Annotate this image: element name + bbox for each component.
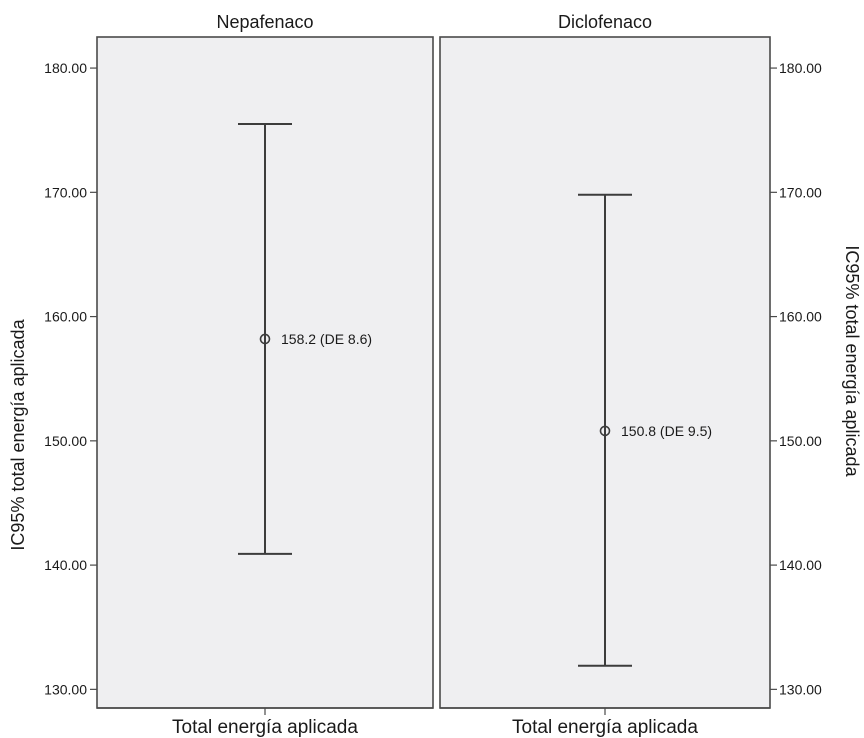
y-tick-label: 150.00 <box>44 433 87 449</box>
y-tick-label: 180.00 <box>779 60 822 76</box>
data-label: 158.2 (DE 8.6) <box>281 331 372 347</box>
y-axis-left: 130.00 140.00 150.00 160.00 170.00 180.00 <box>44 60 97 697</box>
errorbar-series: 150.8 (DE 9.5) <box>578 193 712 667</box>
y-tick-label: 160.00 <box>779 309 822 325</box>
y-axis-right: 130.00 140.00 150.00 160.00 170.00 180.00 <box>770 60 822 697</box>
y-tick-label: 180.00 <box>44 60 87 76</box>
y-tick-label: 130.00 <box>779 681 822 697</box>
panel-nepafenaco: Nepafenaco 130.00 140.00 150.00 160.00 170.0… <box>44 12 434 738</box>
y-axis-title-left: IC95% total energía aplicada <box>8 318 28 550</box>
y-axis-title-right: IC95% total energía aplicada <box>842 245 862 477</box>
mean-point <box>259 333 271 345</box>
data-label: 150.8 (DE 9.5) <box>621 423 712 439</box>
errorbar-series: 158.2 (DE 8.6) <box>238 122 372 555</box>
y-tick-label: 130.00 <box>44 681 87 697</box>
x-axis-label: Total energía aplicada <box>172 717 358 738</box>
panel-diclofenaco: Diclofenaco 130.00 140.00 150.00 160.00 170.… <box>439 12 822 738</box>
y-tick-label: 170.00 <box>44 184 87 200</box>
panel-title: Nepafenaco <box>216 12 313 32</box>
y-tick-label: 170.00 <box>779 184 822 200</box>
y-tick-label: 140.00 <box>779 557 822 573</box>
y-tick-label: 140.00 <box>44 557 87 573</box>
y-tick-label: 160.00 <box>44 309 87 325</box>
mean-point <box>599 425 611 437</box>
panel-title: Diclofenaco <box>558 12 652 32</box>
x-axis-label: Total energía aplicada <box>512 717 698 738</box>
y-tick-label: 150.00 <box>779 433 822 449</box>
